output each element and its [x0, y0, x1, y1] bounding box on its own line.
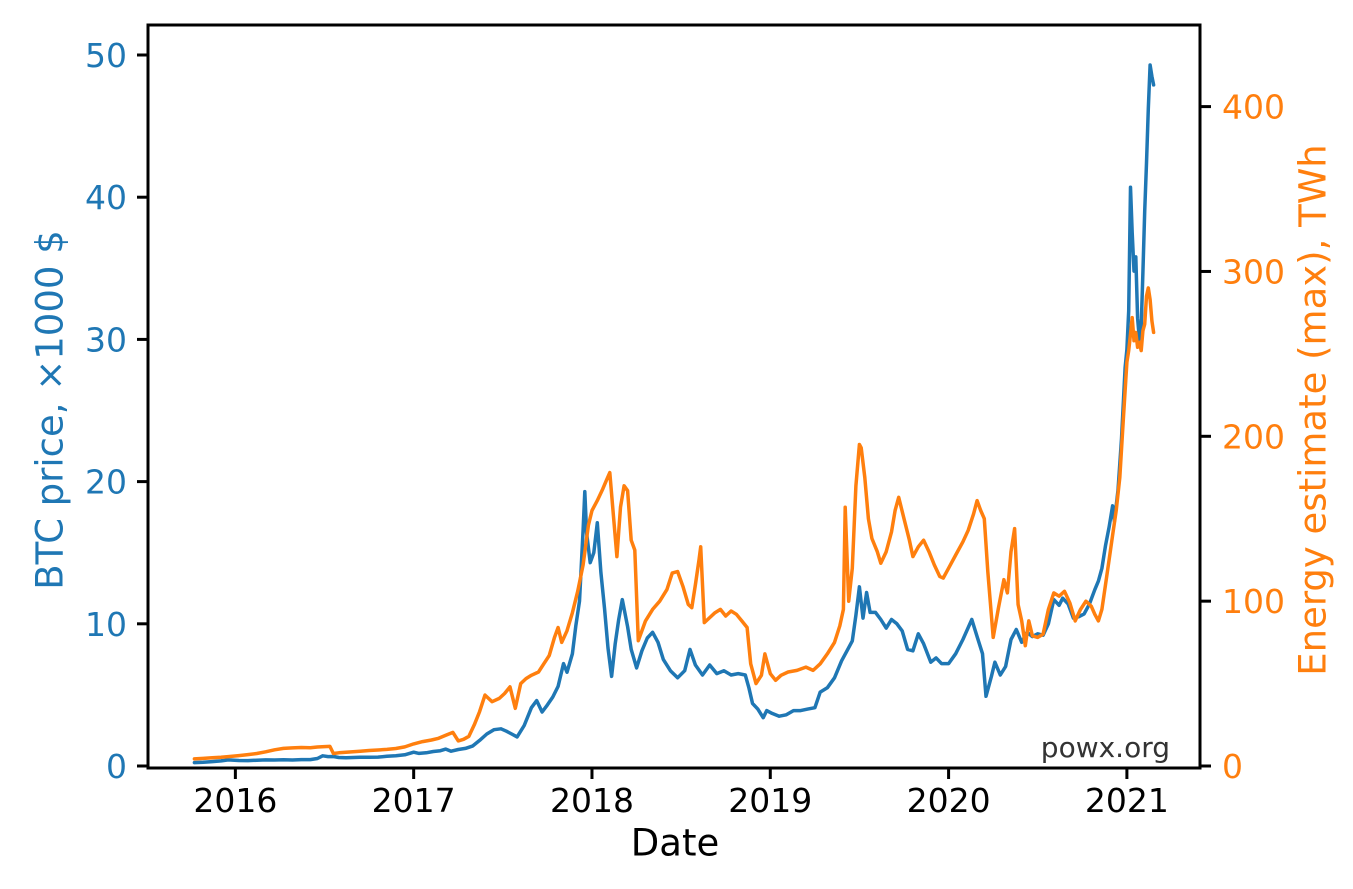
y-left-tick-label: 40 — [85, 178, 127, 217]
y-left-tick-label: 10 — [85, 605, 127, 644]
y-axis-label-left: BTC price, ×1000 $ — [28, 230, 72, 590]
x-axis-label: Date — [630, 821, 720, 865]
y-right-tick-label: 200 — [1222, 417, 1285, 456]
y-left-tick-label: 30 — [85, 320, 127, 359]
x-tick-label: 2017 — [372, 781, 456, 820]
y-left-tick-label: 0 — [106, 747, 127, 786]
y-axis-label-right: Energy estimate (max), TWh — [1291, 144, 1335, 676]
plot-border — [146, 23, 1202, 770]
y-left-tick-label: 50 — [85, 36, 127, 75]
watermark-powx-org: powx.org — [1040, 731, 1170, 764]
btc-price-line — [192, 63, 1156, 765]
x-tick-label: 2021 — [1085, 781, 1169, 820]
y-right-tick-label: 400 — [1222, 88, 1285, 127]
x-tick-label: 2020 — [907, 781, 991, 820]
x-tick-label: 2018 — [550, 781, 634, 820]
y-right-tick-label: 0 — [1222, 747, 1243, 786]
y-right-tick-label: 300 — [1222, 252, 1285, 291]
y-left-tick-label: 20 — [85, 463, 127, 502]
x-tick-label: 2019 — [728, 781, 812, 820]
x-tick-label: 2016 — [193, 781, 277, 820]
y-right-tick-label: 100 — [1222, 582, 1285, 621]
energy-line — [192, 286, 1156, 761]
